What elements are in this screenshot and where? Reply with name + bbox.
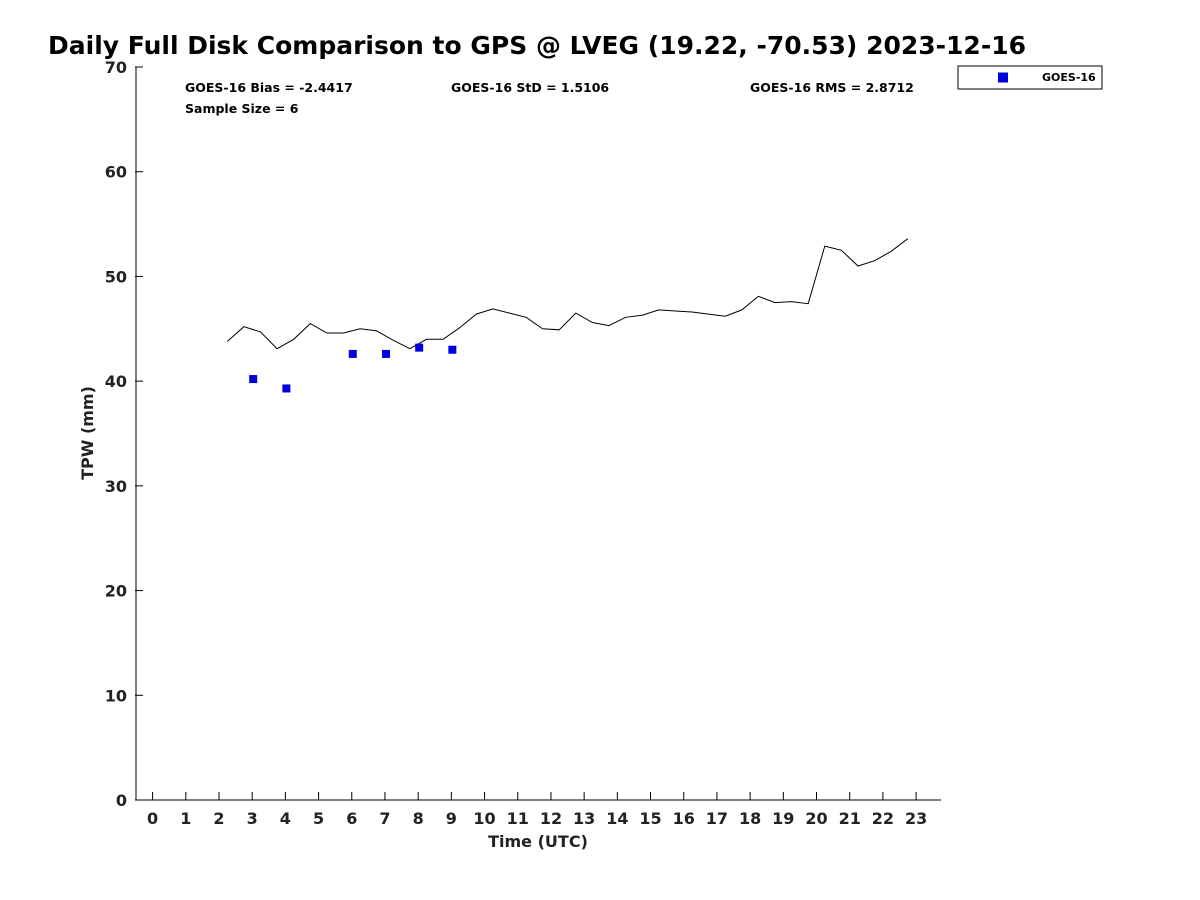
x-tick-label: 12 xyxy=(540,809,562,828)
legend: GOES-16 xyxy=(957,65,1103,90)
legend-marker-goes16 xyxy=(998,72,1008,83)
x-tick-label: 15 xyxy=(639,809,661,828)
goes16-data-point xyxy=(249,375,258,384)
y-tick-label: 70 xyxy=(105,58,127,77)
y-tick-label: 0 xyxy=(116,791,127,810)
x-tick-label: 19 xyxy=(772,809,794,828)
x-tick-label: 3 xyxy=(247,809,258,828)
x-tick-label: 7 xyxy=(379,809,390,828)
x-tick-label: 20 xyxy=(805,809,827,828)
rms-stat: GOES-16 RMS = 2.8712 xyxy=(750,80,914,95)
y-ticks: 0 10 20 30 40 50 60 70 xyxy=(105,58,143,810)
bias-stat: GOES-16 Bias = -2.4417 xyxy=(185,80,353,95)
x-tick-label: 6 xyxy=(346,809,357,828)
plot-area xyxy=(226,238,909,393)
x-ticks: 0 1 2 3 4 5 6 7 8 9 10 11 12 13 14 15 16 17 18 19 20 21 22 23 xyxy=(147,792,927,828)
x-tick-label: 13 xyxy=(573,809,595,828)
y-tick-label: 10 xyxy=(105,686,127,705)
x-tick-label: 9 xyxy=(446,809,457,828)
y-tick-label: 50 xyxy=(105,267,127,286)
y-tick-label: 20 xyxy=(105,582,127,601)
x-tick-label: 5 xyxy=(313,809,324,828)
y-tick-label: 30 xyxy=(105,477,127,496)
x-tick-label: 2 xyxy=(213,809,224,828)
x-tick-label: 4 xyxy=(280,809,291,828)
x-tick-label: 18 xyxy=(739,809,761,828)
std-stat: GOES-16 StD = 1.5106 xyxy=(451,80,609,95)
x-axis-label: Time (UTC) xyxy=(488,832,588,851)
x-tick-label: 16 xyxy=(673,809,695,828)
goes16-data-point xyxy=(448,345,457,354)
x-tick-label: 21 xyxy=(839,809,861,828)
x-tick-label: 23 xyxy=(905,809,927,828)
goes16-data-point xyxy=(282,384,291,393)
y-axis-label: TPW (mm) xyxy=(78,386,97,480)
axes xyxy=(135,67,941,801)
x-tick-label: 10 xyxy=(473,809,495,828)
x-tick-label: 17 xyxy=(706,809,728,828)
y-tick-label: 40 xyxy=(105,372,127,391)
y-tick-label: 60 xyxy=(105,163,127,182)
x-tick-label: 14 xyxy=(606,809,628,828)
x-tick-label: 8 xyxy=(413,809,424,828)
chart-title: Daily Full Disk Comparison to GPS @ LVEG… xyxy=(48,31,1026,60)
x-tick-label: 1 xyxy=(180,809,191,828)
stats-annotations: GOES-16 Bias = -2.4417 GOES-16 StD = 1.5… xyxy=(185,80,914,116)
sample-size-stat: Sample Size = 6 xyxy=(185,101,299,116)
gps-tpw-line xyxy=(226,238,909,350)
goes16-data-point xyxy=(381,349,390,358)
goes16-data-point xyxy=(348,349,357,358)
x-tick-label: 11 xyxy=(507,809,529,828)
legend-label-goes16: GOES-16 xyxy=(1042,71,1096,84)
legend-box xyxy=(957,65,1103,90)
x-tick-label: 0 xyxy=(147,809,158,828)
x-tick-label: 22 xyxy=(872,809,894,828)
goes16-data-point xyxy=(415,343,424,352)
